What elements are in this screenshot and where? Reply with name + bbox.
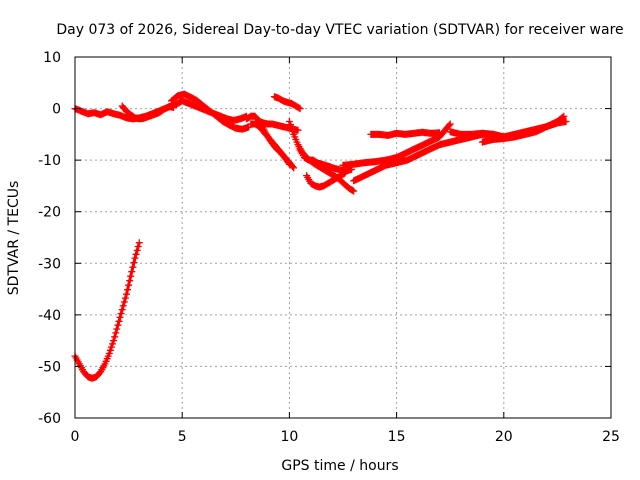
data-point xyxy=(135,239,143,247)
data-point xyxy=(109,340,116,348)
data-point xyxy=(294,126,302,134)
plot-frame xyxy=(74,56,612,419)
x-tick-label: 20 xyxy=(495,429,513,445)
data-point xyxy=(349,186,357,194)
data-point xyxy=(562,118,570,125)
data-point xyxy=(105,350,113,357)
x-tick-label: 25 xyxy=(602,429,620,445)
data-point xyxy=(115,317,123,325)
data-point xyxy=(295,104,303,112)
data-point xyxy=(117,310,125,318)
series-track-14 xyxy=(367,128,443,139)
data-point xyxy=(289,127,297,135)
data-point xyxy=(123,290,130,298)
y-tick-label: 0 xyxy=(52,102,61,118)
data-point xyxy=(107,343,115,351)
data-point xyxy=(128,268,136,276)
data-layer xyxy=(71,90,570,382)
data-point xyxy=(124,286,131,294)
y-tick-label: -50 xyxy=(38,359,61,375)
data-point xyxy=(116,313,124,321)
y-tick-label: -30 xyxy=(38,256,61,272)
data-point xyxy=(340,170,348,178)
data-point xyxy=(436,129,443,137)
data-point xyxy=(132,250,140,258)
data-point xyxy=(288,124,295,132)
data-point xyxy=(296,105,304,113)
data-point xyxy=(121,294,129,302)
data-point xyxy=(111,333,119,341)
series-track-8 xyxy=(270,93,304,113)
data-point xyxy=(350,187,358,195)
series-track-16 xyxy=(478,118,570,146)
data-point xyxy=(113,325,121,333)
data-point xyxy=(134,243,142,250)
x-tick-label: 15 xyxy=(388,429,406,445)
chart-title: Day 073 of 2026, Sidereal Day-to-day VTE… xyxy=(56,22,623,38)
series-track-4 xyxy=(168,90,253,133)
data-point xyxy=(133,246,141,254)
series-track-2 xyxy=(71,239,143,382)
data-point xyxy=(125,281,133,289)
x-tick-label: 10 xyxy=(280,429,298,445)
data-point xyxy=(127,272,135,280)
x-axis-label: GPS time / hours xyxy=(281,458,398,474)
data-point xyxy=(131,254,139,262)
y-tick-label: 10 xyxy=(43,50,61,66)
data-point xyxy=(289,163,297,171)
data-point xyxy=(106,346,114,354)
y-axis-label: SDTVAR / TECUs xyxy=(6,181,22,296)
data-point xyxy=(120,298,128,306)
series-track-12 xyxy=(339,120,454,169)
data-point xyxy=(118,306,126,314)
data-point xyxy=(129,263,137,271)
tick-layer: 0 5 10 15 20 25 -60 -50 -40 -30 -20 -10 0 10 xyxy=(38,50,620,445)
grid-layer xyxy=(75,57,611,418)
data-point xyxy=(170,104,178,111)
data-point xyxy=(110,337,118,345)
x-tick-label: 5 xyxy=(178,429,187,445)
data-point xyxy=(285,118,293,125)
y-tick-label: -10 xyxy=(38,153,61,169)
data-point xyxy=(287,121,294,129)
data-point xyxy=(290,164,298,172)
y-tick-label: -20 xyxy=(38,205,61,221)
series-track-6 xyxy=(247,120,298,172)
data-point xyxy=(130,259,138,267)
y-tick-label: -60 xyxy=(38,411,61,427)
y-tick-label: -40 xyxy=(38,308,61,324)
data-point xyxy=(446,120,454,128)
x-tick-label: 0 xyxy=(71,429,80,445)
data-point xyxy=(112,329,120,337)
data-point xyxy=(119,302,127,310)
series-track-10 xyxy=(296,146,356,174)
data-point xyxy=(341,169,349,177)
data-point xyxy=(445,121,453,129)
data-point xyxy=(114,321,122,329)
series-track-11 xyxy=(303,169,349,191)
data-point xyxy=(126,277,134,285)
series-track-3 xyxy=(118,102,178,123)
